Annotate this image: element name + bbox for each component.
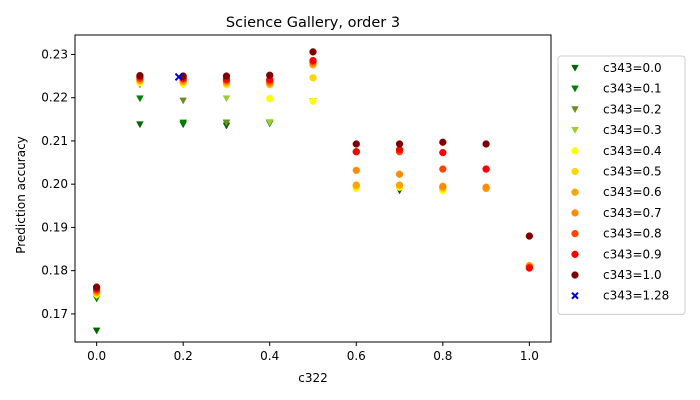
data-point [439,165,447,173]
y-tick-label: 0.21 [41,134,68,148]
data-point [439,182,447,190]
legend-label: c343=1.0 [603,268,662,282]
legend-label: c343=0.8 [603,227,662,241]
legend-box [557,55,686,315]
legend-marker [571,85,579,93]
data-point [265,119,274,127]
legend-label: c343=0.3 [603,123,662,137]
legend-marker [571,271,579,279]
data-point [352,181,360,189]
data-point [309,56,317,65]
legend-marker [571,147,579,155]
chart-title: Science Gallery, order 3 [226,15,400,31]
legend-label: c343=0.5 [603,165,662,179]
legend-marker [571,64,579,72]
data-point [525,232,534,240]
legend-item: c343=0.7 [571,206,662,220]
legend-item: c343=0.8 [571,227,662,241]
series-c343-1-0 [92,48,534,291]
data-point [395,181,404,189]
data-point [309,74,317,82]
legend-marker [571,291,579,300]
legend-item: c343=1.28 [571,289,669,303]
legend-marker [571,250,579,258]
x-marker-stroke [571,291,579,300]
legend-label: c343=0.7 [603,206,662,220]
data-point [482,183,490,191]
y-tick-label: 0.18 [41,264,68,278]
legend: c343=0.0 c343=0.1 c343=0.2 c343=0.3 c343=0.4… [557,55,686,315]
data-point [222,119,231,127]
legend-item: c343=0.1 [571,82,662,96]
data-point [174,72,183,82]
legend-label: c343=0.2 [603,102,662,116]
data-point [92,283,101,291]
x-tick-label: 0.0 [87,349,106,363]
data-point [222,72,231,80]
x-tick-label: 0.4 [260,349,279,363]
data-point [136,121,144,129]
legend-marker [571,106,579,114]
legend-label: c343=0.6 [603,185,662,199]
y-tick-label: 0.23 [41,47,68,61]
x-axis-label: c322 [298,371,328,385]
data-point [179,119,188,127]
legend-item: c343=0.6 [571,185,662,199]
y-axis: 0.17 0.18 0.19 0.20 0.21 0.22 0.23 [41,47,75,321]
y-tick-label: 0.22 [41,91,68,105]
legend-item: c343=0.3 [571,123,662,137]
legend-marker [571,126,579,134]
data-point [439,138,447,146]
legend-label: c343=0.9 [603,247,662,261]
series-c343-1-28 [174,72,183,82]
x-axis: 0.0 0.2 0.4 0.6 0.8 1.0 [87,342,539,363]
legend-marker [571,229,579,238]
y-tick-label: 0.17 [41,307,68,321]
data-point [482,165,490,173]
plot-area [74,34,552,343]
legend-item: c343=0.4 [571,144,662,158]
legend-label: c343=1.28 [603,289,669,303]
legend-item: c343=1.0 [571,268,662,282]
data-point [309,97,317,105]
legend-label: c343=0.0 [603,61,662,75]
legend-item: c343=0.9 [571,247,662,261]
data-point [439,148,447,157]
x-tick-label: 0.2 [174,349,193,363]
data-point [352,166,360,174]
legend-label: c343=0.4 [603,144,662,158]
data-point [525,264,534,272]
data-point [92,327,101,335]
data-point [266,94,274,103]
data-point [395,170,404,178]
plot-frame [74,34,552,343]
legend-marker [571,167,579,176]
data-point [222,95,231,103]
legend-label: c343=0.1 [603,82,662,96]
y-tick-label: 0.20 [41,177,68,191]
data-point [266,71,274,79]
legend-item: c343=0.2 [571,102,662,116]
legend-item: c343=0.0 [571,61,662,75]
x-tick-label: 0.8 [433,349,452,363]
data-point [395,140,404,148]
y-axis-label: Prediction accuracy [14,136,28,254]
data-point [482,140,490,148]
data-point [136,95,144,103]
data-points [92,48,534,335]
y-tick-label: 0.19 [41,220,68,234]
x-tick-label: 0.6 [347,349,366,363]
data-point [179,97,188,105]
data-point [352,140,360,148]
data-point [309,48,317,56]
legend-marker [571,188,579,196]
data-point [136,71,144,80]
x-marker-stroke [174,72,183,82]
legend-item: c343=0.5 [571,165,662,179]
x-tick-label: 1.0 [520,349,539,363]
legend-marker [571,209,579,217]
data-point [352,148,360,156]
